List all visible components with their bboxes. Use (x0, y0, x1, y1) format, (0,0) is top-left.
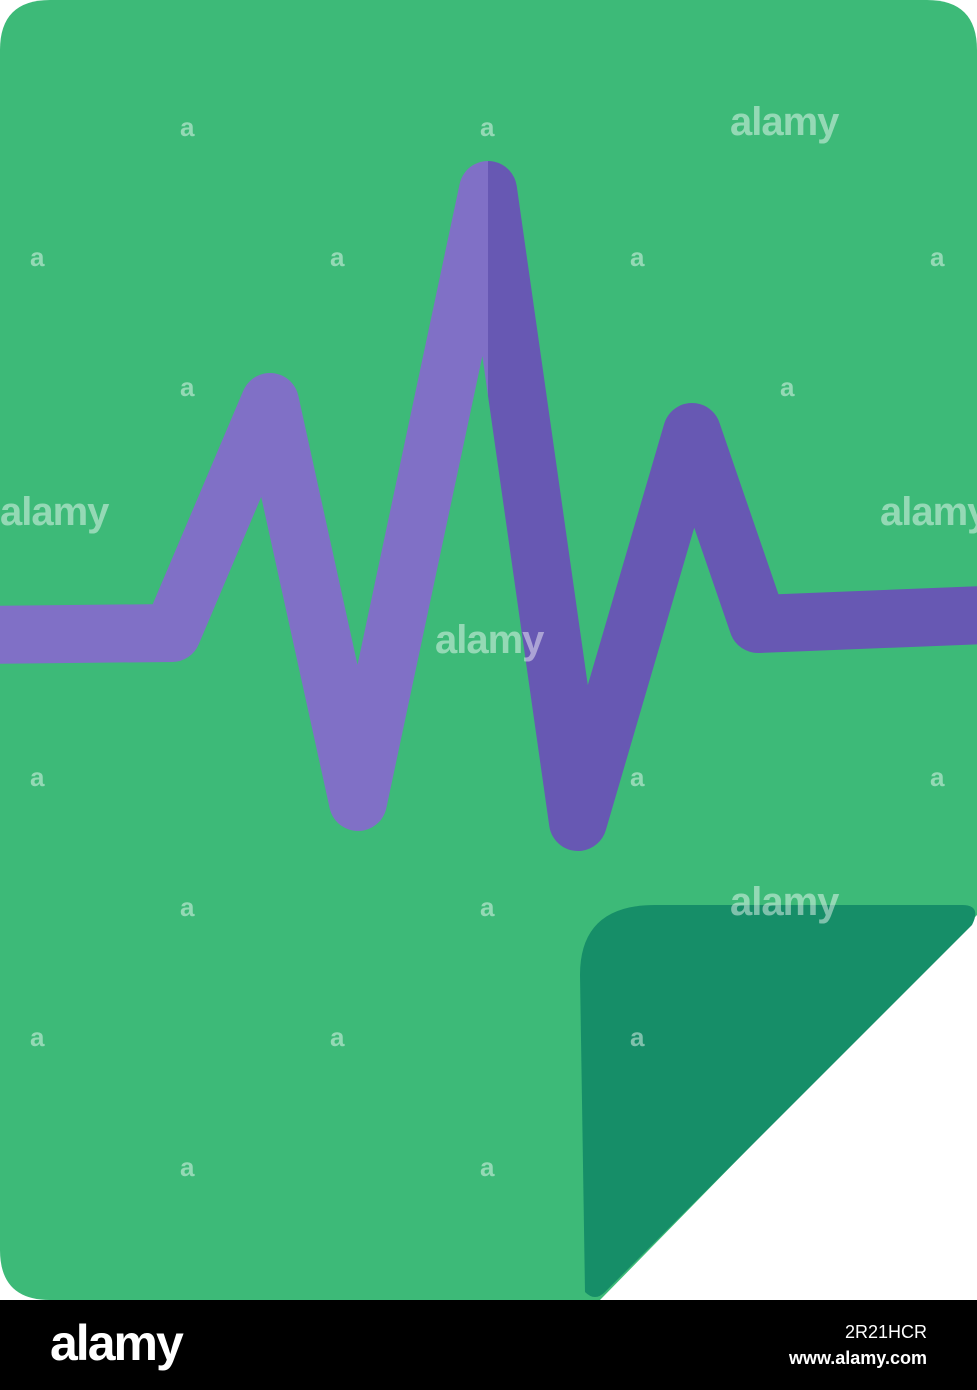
watermark: alamy (880, 490, 977, 534)
watermark-small: a (480, 112, 495, 142)
watermark-small: a (30, 762, 45, 792)
watermark: alamy (0, 490, 109, 534)
watermark-small: a (180, 372, 195, 402)
alamy-logo: alamy (50, 1315, 184, 1371)
pulse-line-right (488, 161, 977, 851)
watermark-small: a (630, 1022, 645, 1052)
page-fold-corner (580, 905, 976, 1297)
image-id: 2R21HCR (844, 1322, 927, 1342)
watermark-small: a (480, 1152, 495, 1182)
watermark-small: a (630, 242, 645, 272)
watermark-small: a (30, 242, 45, 272)
watermark-small: a (780, 372, 795, 402)
watermark: alamy (730, 880, 839, 924)
watermark: alamy (435, 618, 544, 662)
footer-bar: alamy 2R21HCR www.alamy.com (0, 1300, 977, 1390)
watermark-small: a (330, 242, 345, 272)
watermark-small: a (180, 892, 195, 922)
watermark-small: a (30, 1022, 45, 1052)
watermark-small: a (180, 112, 195, 142)
watermark-small: a (630, 762, 645, 792)
document-pulse-icon (0, 0, 977, 1300)
watermark-small: a (180, 1152, 195, 1182)
watermark-small: a (930, 242, 945, 272)
watermark-small: a (930, 762, 945, 792)
site-url: www.alamy.com (788, 1348, 927, 1368)
pulse-line-left (0, 161, 488, 831)
watermark-small: a (330, 1022, 345, 1052)
watermark-small: a (480, 892, 495, 922)
watermark: alamy (730, 100, 839, 144)
